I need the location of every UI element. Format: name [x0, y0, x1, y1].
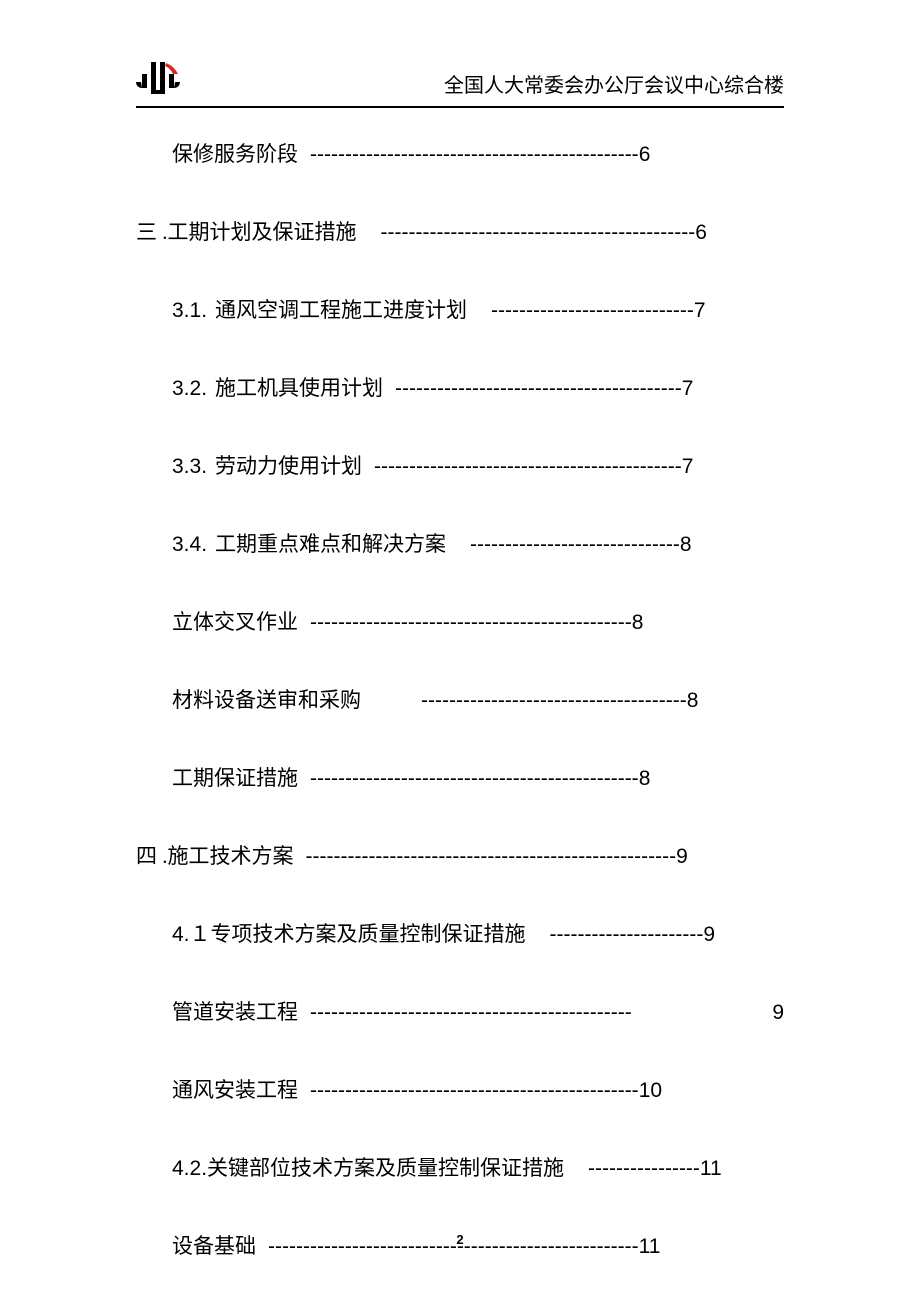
toc-label: 管道安装工程 [172, 996, 298, 1026]
toc-page: 6 [695, 221, 707, 245]
toc-entry: 四 . 施工技术方案 -----------------------------… [136, 840, 784, 870]
toc-label: 保修服务阶段 [172, 138, 298, 168]
toc-entry: 立体交叉作业 ---------------------------------… [136, 606, 784, 636]
toc-entry: 3.4. 工期重点难点和解决方案 -----------------------… [136, 528, 784, 558]
toc-entry: 三 . 工期计划及保证措施 --------------------------… [136, 216, 784, 246]
toc-label: 施工机具使用计划 [215, 372, 383, 402]
toc-page: 8 [680, 533, 692, 557]
header-divider [136, 106, 784, 108]
toc-prefix: 3.3. [172, 455, 207, 479]
toc-label: 立体交叉作业 [172, 606, 298, 636]
toc-label: 通风安装工程 [172, 1074, 298, 1104]
toc-label: 工期计划及保证措施 [168, 216, 357, 246]
toc-leader: ----------------------------------------… [310, 143, 639, 167]
toc-label: 通风空调工程施工进度计划 [215, 294, 467, 324]
header-title: 全国人大常委会办公厅会议中心综合楼 [184, 69, 784, 100]
toc-page: 9 [703, 923, 715, 947]
toc-entry: 通风安装工程 ---------------------------------… [136, 1074, 784, 1104]
toc-label: 施工技术方案 [168, 840, 294, 870]
toc-prefix: 三 . [136, 216, 168, 246]
toc-prefix: 4.2. [172, 1157, 207, 1181]
toc-prefix: 3.4. [172, 533, 207, 557]
toc-leader: ---------------------- [550, 923, 704, 947]
toc-entry: 保修服务阶段 ---------------------------------… [136, 138, 784, 168]
toc-prefix: 3.1. [172, 299, 207, 323]
toc-entry: 4.2. 关键部位技术方案及质量控制保证措施 ---------------- … [136, 1152, 784, 1182]
page-number: 2 [0, 1232, 920, 1247]
toc-entry: 4.１ 专项技术方案及质量控制保证措施 --------------------… [136, 918, 784, 948]
logo-icon [136, 60, 184, 96]
toc-page: 7 [682, 377, 694, 401]
toc-leader: ---------------- [588, 1157, 700, 1181]
toc-entry: 3.2. 施工机具使用计划 --------------------------… [136, 372, 784, 402]
toc-leader: ------------------------------ [470, 533, 680, 557]
toc-entry: 管道安装工程 ---------------------------------… [136, 996, 784, 1026]
toc-entry: 工期保证措施 ---------------------------------… [136, 762, 784, 792]
toc-leader: ----------------------------------------… [381, 221, 696, 245]
toc-entry: 3.3. 劳动力使用计划 ---------------------------… [136, 450, 784, 480]
toc-label: 工期保证措施 [172, 762, 298, 792]
toc-page: 8 [639, 767, 651, 791]
toc-leader: ----------------------------------------… [374, 455, 682, 479]
toc-label: 专项技术方案及质量控制保证措施 [211, 918, 526, 948]
toc-leader: ----------------------------------------… [310, 611, 632, 635]
toc-page: 6 [639, 143, 651, 167]
toc-page: 8 [632, 611, 644, 635]
toc-page: 8 [687, 689, 699, 713]
toc-label: 工期重点难点和解决方案 [215, 528, 446, 558]
toc-label: 材料设备送审和采购 [172, 684, 361, 714]
toc-prefix: 4.１ [172, 918, 211, 948]
toc-page: 7 [694, 299, 706, 323]
toc-page: 9 [632, 1001, 784, 1025]
toc-page: 10 [639, 1079, 662, 1103]
toc-leader: ----------------------------------------… [310, 767, 639, 791]
toc-leader: -------------------------------------- [421, 689, 687, 713]
toc-leader: ----------------------------- [491, 299, 694, 323]
toc-prefix: 四 . [136, 840, 168, 870]
toc-leader: ----------------------------------------… [395, 377, 682, 401]
toc-page: 11 [700, 1157, 722, 1181]
toc-leader: ----------------------------------------… [310, 1001, 632, 1025]
toc-prefix: 3.2. [172, 377, 207, 401]
toc-page: 9 [676, 845, 688, 869]
toc-entry: 3.1. 通风空调工程施工进度计划 ----------------------… [136, 294, 784, 324]
toc-leader: ----------------------------------------… [306, 845, 677, 869]
toc-label: 关键部位技术方案及质量控制保证措施 [207, 1152, 564, 1182]
toc-entry: 材料设备送审和采购 ------------------------------… [136, 684, 784, 714]
toc-content: 保修服务阶段 ---------------------------------… [0, 138, 920, 1260]
toc-leader: ----------------------------------------… [310, 1079, 639, 1103]
toc-label: 劳动力使用计划 [215, 450, 362, 480]
toc-page: 7 [682, 455, 694, 479]
page-header: 全国人大常委会办公厅会议中心综合楼 [0, 60, 920, 100]
